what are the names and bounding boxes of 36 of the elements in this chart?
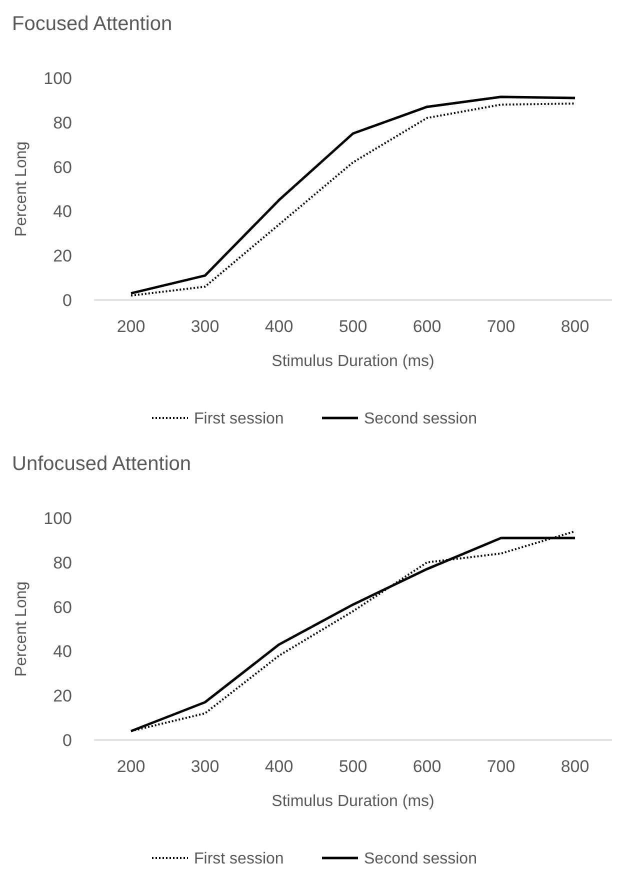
x-tick-label: 300 [190,757,220,776]
legend-label: Second session [364,410,477,428]
y-tick-label: 40 [53,642,72,662]
x-axis-title: Stimulus Duration (ms) [272,793,434,810]
y-tick-label: 60 [53,598,72,617]
x-tick-label: 500 [338,757,368,776]
x-tick-label: 500 [338,317,368,336]
chart-title: Focused Attention [12,13,172,35]
y-tick-label: 100 [44,508,72,528]
y-axis-title: Percent Long [13,581,30,677]
x-tick-label: 800 [560,317,590,336]
legend-label: Second session [364,850,477,868]
y-tick-label: 0 [62,290,72,310]
x-tick-label: 700 [486,757,516,776]
x-tick-label: 200 [116,317,146,336]
x-tick-label: 400 [264,317,294,336]
x-tick-label: 600 [412,757,442,776]
y-tick-label: 80 [53,553,72,572]
legend-label: First session [194,410,284,428]
y-tick-label: 40 [53,202,72,222]
legend-label: First session [194,850,284,868]
y-tick-label: 60 [53,158,72,177]
x-tick-label: 200 [116,757,146,776]
y-tick-label: 20 [53,686,72,706]
y-tick-label: 20 [53,246,72,266]
x-tick-label: 300 [190,317,220,336]
y-tick-label: 80 [53,113,72,132]
y-tick-label: 0 [62,730,72,750]
x-tick-label: 400 [264,757,294,776]
x-tick-label: 700 [486,317,516,336]
chart-title: Unfocused Attention [12,453,192,475]
x-tick-label: 800 [560,757,590,776]
y-tick-label: 100 [44,68,72,88]
y-axis-title: Percent Long [13,141,30,237]
x-tick-label: 600 [412,317,442,336]
x-axis-title: Stimulus Duration (ms) [272,353,434,370]
